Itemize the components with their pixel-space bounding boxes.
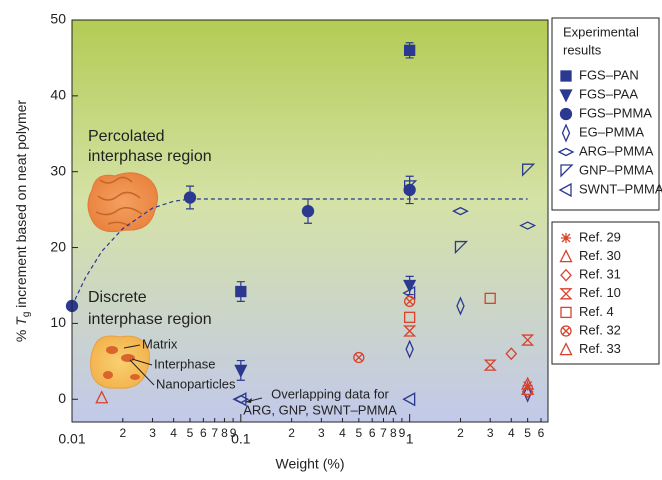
legend-title: Experimental — [563, 24, 639, 39]
annotation: ARG, GNP, SWNT–PMMA — [243, 402, 397, 417]
annotation: Nanoparticles — [156, 376, 236, 391]
x-tick-label: 4 — [170, 426, 177, 440]
y-tick-label: 30 — [50, 162, 66, 178]
legend-label: Ref. 30 — [579, 248, 621, 263]
particle — [121, 354, 135, 362]
x-tick-label: 7 — [211, 426, 218, 440]
legend-label: FGS–PAA — [579, 86, 638, 101]
marker — [185, 192, 196, 203]
x-tick-label: 4 — [339, 426, 346, 440]
marker — [236, 287, 246, 297]
y-label-part: % — [13, 326, 29, 342]
legend-label: EG–PMMA — [579, 124, 644, 139]
x-tick-label: 2 — [457, 426, 464, 440]
x-tick-label: 2 — [119, 426, 126, 440]
annotation: Matrix — [142, 336, 178, 351]
x-tick-label: 5 — [355, 426, 362, 440]
legend-label: ARG–PMMA — [579, 143, 654, 158]
y-tick-label: 40 — [50, 87, 66, 103]
x-axis-label: Weight (%) — [276, 456, 345, 472]
x-tick-label: 5 — [524, 426, 531, 440]
y-axis-label: % Tg increment based on neat polymer — [13, 100, 32, 342]
x-tick-label: 4 — [508, 426, 515, 440]
legend-label: Ref. 31 — [579, 267, 621, 282]
x-tick-label: 5 — [187, 426, 194, 440]
x-tick-label: 1 — [406, 431, 414, 447]
annotation: Interphase — [154, 356, 215, 371]
particle — [103, 371, 113, 379]
x-tick-label: 8 — [390, 426, 397, 440]
y-tick-label: 50 — [50, 11, 66, 27]
y-tick-label: 0 — [58, 390, 66, 406]
x-tick-label: 2 — [288, 426, 295, 440]
y-label-part: increment based on neat polymer — [13, 100, 29, 312]
x-tick-label: 3 — [487, 426, 494, 440]
x-tick-label: 0.1 — [231, 431, 251, 447]
legend-label: Ref. 29 — [579, 229, 621, 244]
x-tick-label: 6 — [538, 426, 545, 440]
legend-label: Ref. 32 — [579, 322, 621, 337]
x-tick-label: 9 — [399, 426, 406, 440]
x-tick-label: 8 — [221, 426, 228, 440]
x-tick-label: 6 — [369, 426, 376, 440]
y-tick-label: 20 — [50, 238, 66, 254]
discrete-blob — [91, 336, 150, 388]
legend-marker — [561, 109, 572, 120]
x-tick-label: 3 — [318, 426, 325, 440]
x-tick-label: 6 — [200, 426, 207, 440]
legend-title: results — [563, 42, 602, 57]
x-tick-label: 7 — [380, 426, 387, 440]
annotation: Percolated — [88, 128, 165, 145]
y-tick-label: 10 — [50, 314, 66, 330]
chart: Experimental results Percolated interpha… — [0, 0, 662, 475]
annotation: Overlapping data for — [271, 386, 389, 401]
annotation: interphase region — [88, 311, 212, 328]
legend-label: FGS–PAN — [579, 67, 639, 82]
legend-label: Ref. 10 — [579, 285, 621, 300]
legend-marker — [561, 71, 571, 81]
marker — [303, 206, 314, 217]
legend-marker — [561, 233, 571, 243]
x-tick-label: 0.01 — [58, 431, 85, 447]
annotation: interphase region — [88, 148, 212, 165]
particle — [106, 346, 118, 354]
legend-label: SWNT–PMMA — [579, 181, 662, 196]
legend-label: Ref. 33 — [579, 341, 621, 356]
particle — [130, 374, 140, 380]
legend-label: FGS–PMMA — [579, 105, 652, 120]
annotation: Discrete — [88, 289, 147, 306]
x-tick-label: 3 — [149, 426, 156, 440]
legend-label: Ref. 4 — [579, 304, 614, 319]
marker — [405, 45, 415, 55]
legend-label: GNP–PMMA — [579, 162, 654, 177]
